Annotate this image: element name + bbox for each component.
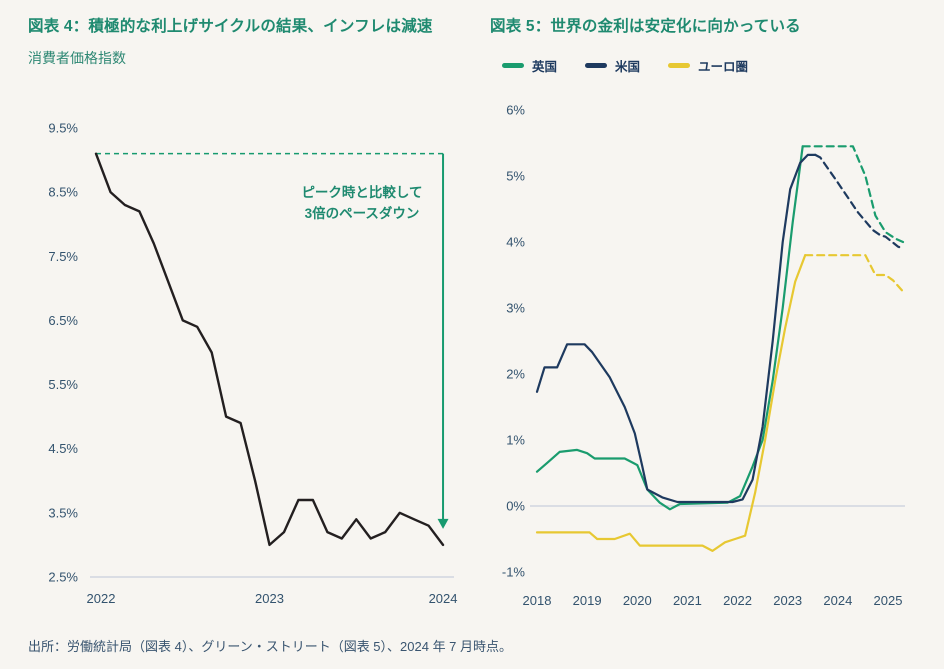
legend-label: 英国 [532, 60, 558, 74]
y-axis-label: 7.5% [48, 249, 78, 264]
rate-forecast-line-ユーロ圏 [804, 254, 905, 293]
figure5-legend: 英国 米国 ユーロ圏 [502, 56, 748, 75]
legend-item: ユーロ圏 [668, 56, 748, 75]
x-axis-label: 2018 [523, 593, 552, 608]
legend-swatch-icon [502, 63, 524, 68]
legend-label: 米国 [615, 60, 641, 74]
x-axis-label: 2025 [874, 593, 903, 608]
y-axis-label: 3% [506, 301, 525, 316]
x-axis-label: 2024 [429, 591, 458, 606]
y-axis-label: 6% [506, 103, 525, 118]
cpi-line [94, 152, 445, 547]
y-axis-label: 4% [506, 235, 525, 250]
peak-annotation-text: 3倍のペースダウン [305, 205, 420, 221]
x-axis-label: 2019 [573, 593, 602, 608]
legend-item: 英国 [502, 56, 557, 75]
x-axis-label: 2022 [723, 593, 752, 608]
x-axis-label: 2020 [623, 593, 652, 608]
figure4-subtitle: 消費者価格指数 [28, 50, 126, 66]
y-axis-label: 3.5% [48, 505, 78, 520]
y-axis-label: 9.5% [48, 121, 78, 136]
x-axis-label: 2022 [87, 591, 116, 606]
y-axis-label: 8.5% [48, 185, 78, 200]
source-note: 出所：労働統計局（図表 4）、グリーン・ストリート（図表 5）、2024 年 7… [28, 639, 513, 654]
rate-forecast-line-英国 [801, 145, 905, 244]
rate-forecast-line-米国 [814, 153, 905, 250]
down-arrow-icon [437, 518, 449, 529]
rate-line-米国 [535, 153, 817, 504]
figure5-title: 図表 5：世界の金利は安定化に向かっている [490, 18, 801, 35]
rate-line-ユーロ圏 [535, 254, 807, 552]
figure4-title: 図表 4：積極的な利上げサイクルの結果、インフレは減速 [28, 18, 433, 35]
figure5-rates-chart: 6% 5% 4% 3% 2% 1% 0% -1% 2018 2019 2020 2021 2022 202… [502, 103, 905, 608]
legend-item: 米国 [585, 56, 640, 75]
y-axis-label: 4.5% [48, 441, 78, 456]
x-axis-label: 2023 [255, 591, 284, 606]
y-axis-label: 6.5% [48, 313, 78, 328]
y-axis-label: 2% [506, 367, 525, 382]
x-axis-label: 2024 [823, 593, 852, 608]
peak-annotation-text: ピーク時と比較して [301, 184, 422, 200]
y-axis-label: -1% [502, 565, 526, 580]
legend-swatch-icon [585, 63, 608, 68]
y-axis-label: 0% [506, 499, 525, 514]
y-axis-label: 5% [506, 169, 525, 184]
y-axis-label: 2.5% [48, 569, 78, 584]
legend-swatch-icon [668, 63, 691, 68]
figure4-cpi-chart: 9.5% 8.5% 7.5% 6.5% 5.5% 4.5% 3.5% 2.5% 2022 2023… [48, 121, 458, 607]
x-axis-label: 2023 [773, 593, 802, 608]
y-axis-label: 1% [506, 433, 525, 448]
legend-label: ユーロ圏 [698, 60, 749, 74]
x-axis-label: 2021 [673, 593, 702, 608]
y-axis-label: 5.5% [48, 377, 78, 392]
rate-line-英国 [535, 145, 804, 511]
